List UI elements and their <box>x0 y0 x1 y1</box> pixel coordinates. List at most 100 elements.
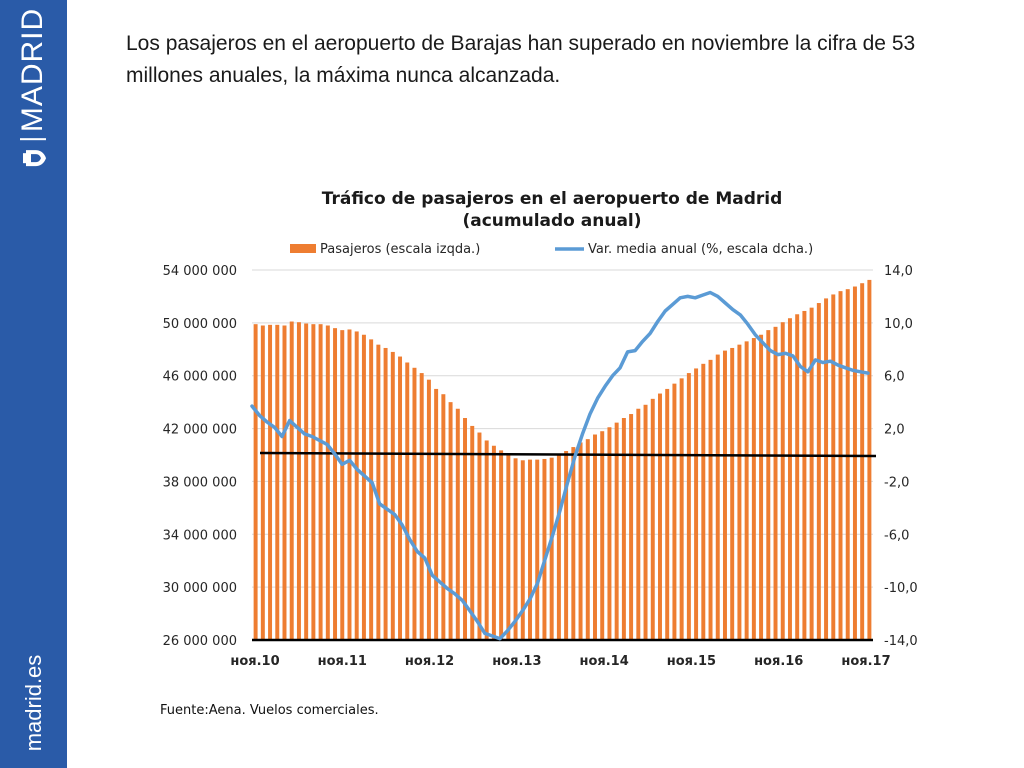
bar <box>369 339 374 640</box>
bar <box>787 318 792 640</box>
y-right-tick-label: -6,0 <box>884 528 909 543</box>
bar <box>780 322 785 640</box>
x-tick-label: ноя.13 <box>492 654 541 669</box>
bar <box>643 404 648 640</box>
bar <box>650 398 655 640</box>
bar <box>470 425 475 640</box>
bar <box>484 440 489 640</box>
bar <box>816 303 821 640</box>
y-left-tick-label: 46 000 000 <box>163 370 237 385</box>
y-left-tick-label: 42 000 000 <box>163 423 237 438</box>
bar <box>809 307 814 640</box>
legend-label-line: Var. media anual (%, escala dcha.) <box>588 242 813 257</box>
bar <box>318 324 323 640</box>
bar <box>542 458 547 640</box>
crest-icon <box>21 148 46 168</box>
bar <box>556 453 561 640</box>
x-tick-label: ноя.15 <box>667 654 716 669</box>
bar <box>441 394 446 640</box>
bar <box>383 347 388 640</box>
chart-subtitle: (acumulado anual) <box>462 211 641 231</box>
bar <box>477 432 482 640</box>
bar <box>824 298 829 640</box>
y-right-tick-label: 10,0 <box>884 317 913 332</box>
x-tick-label: ноя.16 <box>754 654 803 669</box>
bar-series <box>253 279 872 640</box>
bar <box>686 373 691 640</box>
bar <box>737 344 742 640</box>
y-left-tick-label: 34 000 000 <box>163 528 237 543</box>
bar <box>390 351 395 640</box>
bar <box>412 367 417 640</box>
bar <box>448 402 453 640</box>
bar <box>694 368 699 640</box>
bar <box>275 324 280 640</box>
gridlines <box>252 269 873 588</box>
bar <box>296 322 301 640</box>
bar <box>354 331 359 640</box>
bar <box>528 459 532 640</box>
bar <box>520 460 525 640</box>
bar <box>549 457 554 640</box>
zero-reference-line <box>259 451 877 458</box>
y-left-tick-label: 30 000 000 <box>163 581 237 596</box>
y-left-tick-label: 54 000 000 <box>163 264 237 279</box>
x-tick-label: ноя.12 <box>405 654 454 669</box>
variation-line <box>250 290 870 641</box>
bar <box>672 383 677 640</box>
bar <box>311 324 316 640</box>
chart-legend: Pasajeros (escala izqda.) Var. media anu… <box>290 242 813 257</box>
bar <box>405 362 410 640</box>
x-tick-label: ноя.10 <box>230 654 279 669</box>
bar <box>333 328 338 640</box>
x-tick-label: ноя.17 <box>841 654 890 669</box>
bar <box>455 408 460 640</box>
bar <box>304 323 309 640</box>
bar <box>571 447 576 640</box>
bar <box>398 356 403 640</box>
bar <box>535 459 540 640</box>
bar <box>564 451 569 640</box>
bar <box>426 379 431 640</box>
bar <box>802 310 807 640</box>
bar <box>867 279 872 640</box>
bar <box>701 363 706 640</box>
y-right-tick-label: 6,0 <box>884 370 905 385</box>
bar <box>773 326 778 640</box>
sidebar: MADRID madrid.es <box>0 0 67 768</box>
bar <box>361 334 366 640</box>
source-note: Fuente:Aena. Vuelos comerciales. <box>160 703 379 718</box>
bar <box>499 450 504 640</box>
bar <box>722 350 727 640</box>
y-right-tick-label: -2,0 <box>884 475 909 490</box>
y-right-tick-label: 2,0 <box>884 423 905 438</box>
bar <box>715 354 720 640</box>
line-series <box>250 290 870 641</box>
bar <box>289 321 294 640</box>
bar <box>679 378 684 640</box>
bar <box>282 325 287 640</box>
bar <box>268 324 273 640</box>
bar <box>463 418 468 640</box>
bar <box>708 359 713 640</box>
bar <box>600 431 605 640</box>
bar <box>506 454 511 640</box>
chart-title: Tráfico de pasajeros en el aeropuerto de… <box>322 189 783 209</box>
y-left-tick-label: 26 000 000 <box>163 634 237 649</box>
bar <box>340 330 345 640</box>
legend-label-bars: Pasajeros (escala izqda.) <box>320 242 480 257</box>
x-tick-label: ноя.11 <box>318 654 367 669</box>
bar <box>766 330 771 640</box>
bar <box>325 325 330 640</box>
bar <box>831 294 836 640</box>
bar <box>578 442 583 640</box>
bar <box>838 291 843 640</box>
bar <box>730 347 735 640</box>
bar <box>513 458 518 640</box>
bar <box>629 414 634 640</box>
madrid-brand[interactable]: MADRID <box>16 8 50 168</box>
bar <box>845 289 850 640</box>
bar <box>621 418 626 640</box>
bar <box>607 427 612 640</box>
